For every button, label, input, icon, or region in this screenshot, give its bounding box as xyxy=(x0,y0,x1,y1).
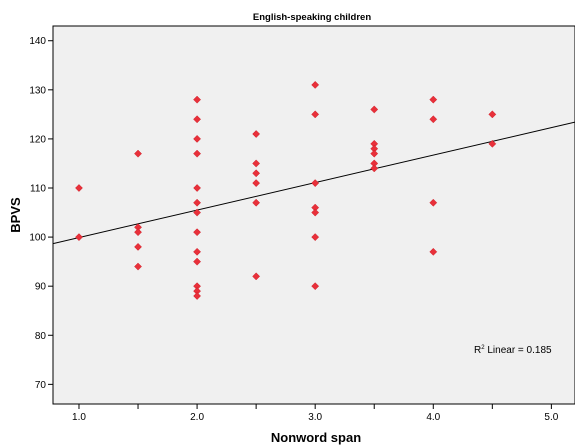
data-point xyxy=(193,247,201,256)
data-point xyxy=(75,233,83,241)
data-point xyxy=(193,95,201,104)
data-point xyxy=(429,247,438,256)
y-tick-label: 90 xyxy=(35,282,47,293)
r2-superscript: 2 xyxy=(481,345,485,351)
data-point xyxy=(134,149,142,158)
y-axis-title: BPVS xyxy=(8,197,23,233)
data-point xyxy=(193,228,201,237)
y-tick-label: 70 xyxy=(35,380,47,391)
y-tick-label: 130 xyxy=(29,85,46,96)
data-point xyxy=(193,135,201,143)
r2-value: Linear = 0.185 xyxy=(485,345,552,356)
data-point xyxy=(193,184,201,192)
data-point xyxy=(429,115,438,124)
r2-label: R xyxy=(474,345,481,356)
data-point xyxy=(252,130,261,138)
data-point xyxy=(370,164,379,173)
data-point xyxy=(311,179,320,187)
data-point xyxy=(311,233,320,241)
data-point xyxy=(252,169,261,178)
data-point xyxy=(252,198,261,207)
x-axis-title: Nonword span xyxy=(271,430,361,445)
chart-title: English-speaking children xyxy=(253,12,371,23)
data-point xyxy=(311,81,320,89)
x-tick-label: 1.0 xyxy=(72,412,86,423)
data-point xyxy=(429,198,438,207)
data-point xyxy=(370,149,379,158)
data-point xyxy=(488,110,497,119)
data-point xyxy=(429,95,438,104)
x-tick-label: 5.0 xyxy=(544,412,558,423)
y-tick-label: 80 xyxy=(35,331,47,342)
data-point xyxy=(134,243,142,251)
data-point xyxy=(193,257,201,266)
x-tick-label: 4.0 xyxy=(426,412,440,423)
data-points xyxy=(75,81,497,300)
x-tick-label: 3.0 xyxy=(308,412,322,423)
r2-annotation: R2 Linear = 0.185 xyxy=(474,345,552,356)
y-axis: 70 80 90 100 110 120 130 140 xyxy=(29,36,53,391)
data-point xyxy=(252,272,261,281)
x-axis: 1.0 2.0 3.0 4.0 5.0 xyxy=(72,404,559,423)
y-tick-label: 120 xyxy=(29,134,46,145)
data-point xyxy=(311,282,320,291)
data-point xyxy=(193,208,201,217)
y-tick-label: 110 xyxy=(30,184,46,195)
data-point xyxy=(193,115,201,124)
data-point xyxy=(134,228,142,237)
x-tick-label: 2.0 xyxy=(190,412,204,423)
y-tick-label: 140 xyxy=(29,36,46,47)
data-point xyxy=(311,110,320,119)
data-point xyxy=(252,179,261,187)
data-point xyxy=(311,208,320,217)
data-point xyxy=(252,159,261,168)
y-tick-label: 100 xyxy=(29,233,46,244)
data-point xyxy=(193,198,201,207)
data-point xyxy=(488,139,497,148)
data-point xyxy=(193,292,201,300)
data-point xyxy=(193,149,201,158)
data-point xyxy=(370,105,379,114)
data-point xyxy=(75,184,83,192)
data-point xyxy=(134,262,142,271)
